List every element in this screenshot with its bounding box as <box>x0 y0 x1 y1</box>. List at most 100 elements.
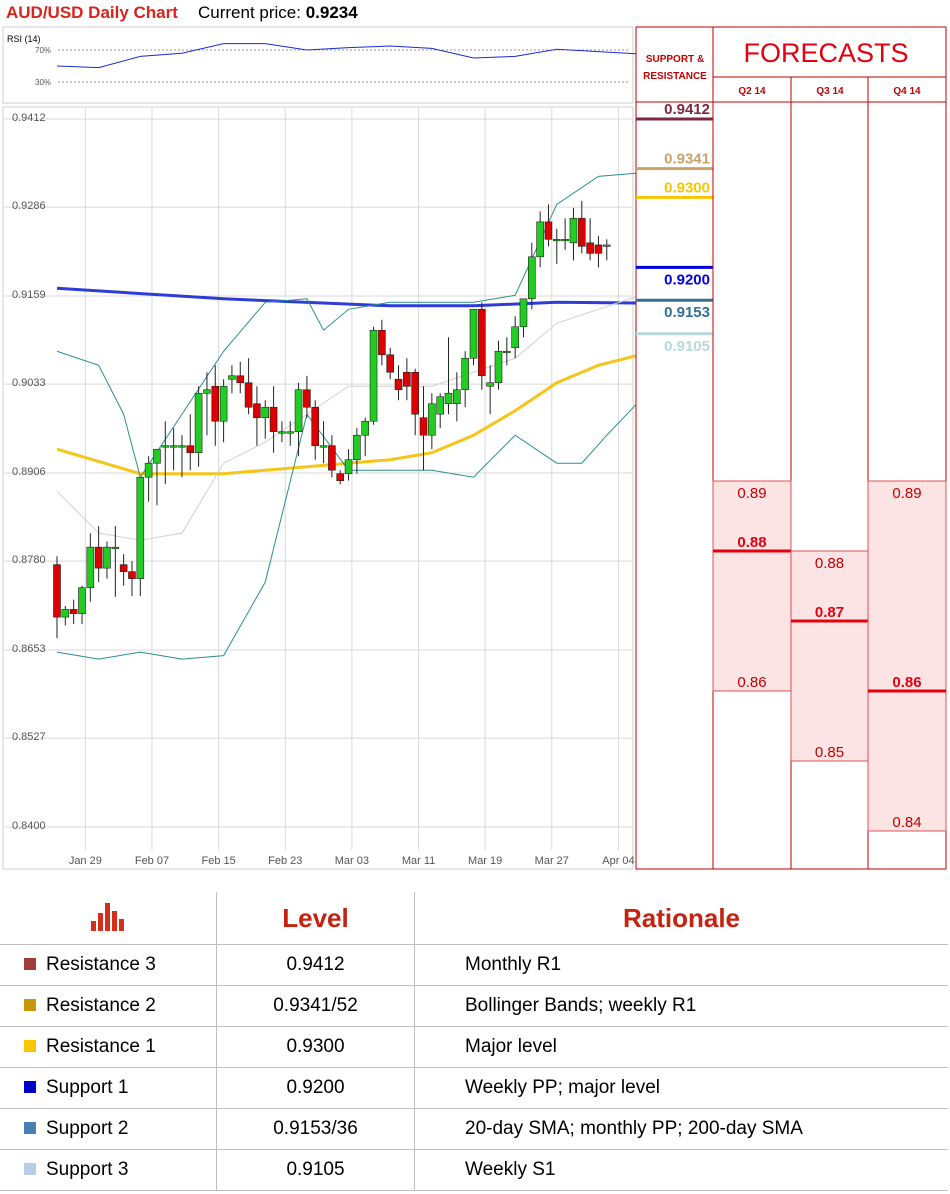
chart-title: AUD/USD Daily Chart <box>6 3 178 22</box>
sr-levels: 0.9412 0.9341 0.9300 0.9200 0.9153 0.9105 <box>636 101 713 355</box>
rationale-header: Rationale <box>414 892 948 945</box>
forecast-range-box <box>712 480 792 692</box>
level-name: Resistance 1 <box>46 1036 156 1057</box>
y-tick-label: 0.8906 <box>12 466 46 478</box>
candle-up <box>261 406 270 419</box>
candle-up <box>528 256 536 300</box>
level-value: 0.9341/52 <box>216 985 415 1027</box>
level-name-cell: Support 3 <box>0 1149 217 1191</box>
candle-up <box>294 389 303 433</box>
candle-down <box>94 546 103 569</box>
sr-level-label: 0.9341 <box>664 151 710 168</box>
sr-level-label: 0.9412 <box>664 101 710 118</box>
forecast-low: 0.85 <box>815 744 844 761</box>
candle-down <box>411 371 419 415</box>
candle-up <box>511 326 519 349</box>
candle-up <box>602 244 611 247</box>
sr-level-label: 0.9200 <box>664 271 710 288</box>
rsi-label: RSI (14) <box>7 34 41 44</box>
candle-down <box>419 417 428 436</box>
level-value: 0.9105 <box>216 1149 415 1191</box>
forecasts-title: FORECASTS <box>743 38 908 68</box>
forecast-low: 0.84 <box>892 814 921 831</box>
candle-up <box>61 609 70 618</box>
sr-label-1: SUPPORT & <box>646 54 704 65</box>
bollinger-lower-line <box>56 399 641 660</box>
candle-up <box>428 403 436 436</box>
x-axis-ticks: Jan 29 Feb 07 Feb 15 Feb 23 Mar 03 Mar 11 Mar … <box>69 855 635 867</box>
y-tick-label: 0.8653 <box>12 643 46 655</box>
table-header-row: Level Rationale <box>0 892 948 945</box>
level-name: Support 2 <box>46 1118 129 1139</box>
candle-up <box>286 431 295 434</box>
candle-up <box>111 546 120 549</box>
candle-up <box>486 382 494 387</box>
level-name-cell: Resistance 3 <box>0 944 217 986</box>
candle-up <box>561 239 569 242</box>
level-header: Level <box>216 892 415 945</box>
level-rationale: Monthly R1 <box>414 944 948 986</box>
x-tick-label: Feb 15 <box>201 855 235 867</box>
candle-up <box>453 389 461 405</box>
candle-down <box>403 371 411 387</box>
candle-down <box>269 406 278 433</box>
forecast-range-box <box>867 480 947 832</box>
sma-blue-line <box>56 286 641 308</box>
candle-up <box>503 350 511 354</box>
x-tick-label: Feb 07 <box>135 855 169 867</box>
candle-down <box>236 375 245 384</box>
forecast-high: 0.88 <box>815 555 844 572</box>
y-tick-label: 0.9159 <box>12 289 46 301</box>
level-rationale: 20-day SMA; monthly PP; 200-day SMA <box>414 1108 948 1150</box>
y-tick-label: 0.9286 <box>12 200 46 212</box>
candle-up <box>278 431 286 434</box>
candles <box>53 200 611 639</box>
level-rationale: Weekly S1 <box>414 1149 948 1191</box>
bar-chart-icon <box>91 902 124 931</box>
candle-up <box>78 587 86 614</box>
chart-logo-cell <box>0 892 217 945</box>
levels-table: Level Rationale Resistance 3 0.9412 Monthl… <box>0 892 948 1191</box>
candle-up <box>436 396 444 415</box>
candle-down <box>394 378 403 391</box>
level-value: 0.9153/36 <box>216 1108 415 1150</box>
level-value: 0.9412 <box>216 944 415 986</box>
candle-up <box>461 357 469 391</box>
level-name-cell: Support 1 <box>0 1067 217 1109</box>
y-tick-label: 0.9412 <box>12 112 46 124</box>
y-tick-label: 0.8780 <box>12 554 46 566</box>
x-tick-label: Mar 27 <box>535 855 569 867</box>
bollinger-middle-line <box>56 294 641 541</box>
candle-up <box>369 329 378 422</box>
sr-level-label: 0.9300 <box>664 179 710 196</box>
quarter-q4: Q4 14 <box>893 86 921 97</box>
candle-up <box>569 218 578 244</box>
candle-down <box>478 308 486 377</box>
forecast-range-box <box>790 550 869 762</box>
candle-down <box>211 385 220 422</box>
quarter-q2: Q2 14 <box>738 86 766 97</box>
candle-down <box>186 445 195 454</box>
rsi-series-line <box>56 43 641 69</box>
level-rationale: Bollinger Bands; weekly R1 <box>414 985 948 1027</box>
candle-up <box>536 221 544 258</box>
candle-down <box>594 244 603 254</box>
level-name: Support 1 <box>46 1077 129 1098</box>
quarter-q3: Q3 14 <box>816 86 844 97</box>
level-name: Resistance 2 <box>46 995 156 1016</box>
candle-up <box>353 434 361 461</box>
table-row: Support 3 0.9105 Weekly S1 <box>0 1149 948 1191</box>
candle-up <box>361 420 370 436</box>
x-tick-label: Jan 29 <box>69 855 102 867</box>
candle-down <box>303 389 311 408</box>
candle-down <box>586 242 594 254</box>
chart-canvas: AUD/USD Daily Chart Current price: 0.923… <box>2 3 947 870</box>
candle-down <box>386 354 395 373</box>
x-tick-label: Apr 04 <box>602 855 634 867</box>
indicator-lines <box>56 172 641 660</box>
legend-square-icon <box>24 1081 36 1093</box>
forecast-high: 0.89 <box>737 485 766 502</box>
candle-up <box>144 462 153 478</box>
candle-up <box>136 476 145 579</box>
candle-down <box>119 564 128 572</box>
